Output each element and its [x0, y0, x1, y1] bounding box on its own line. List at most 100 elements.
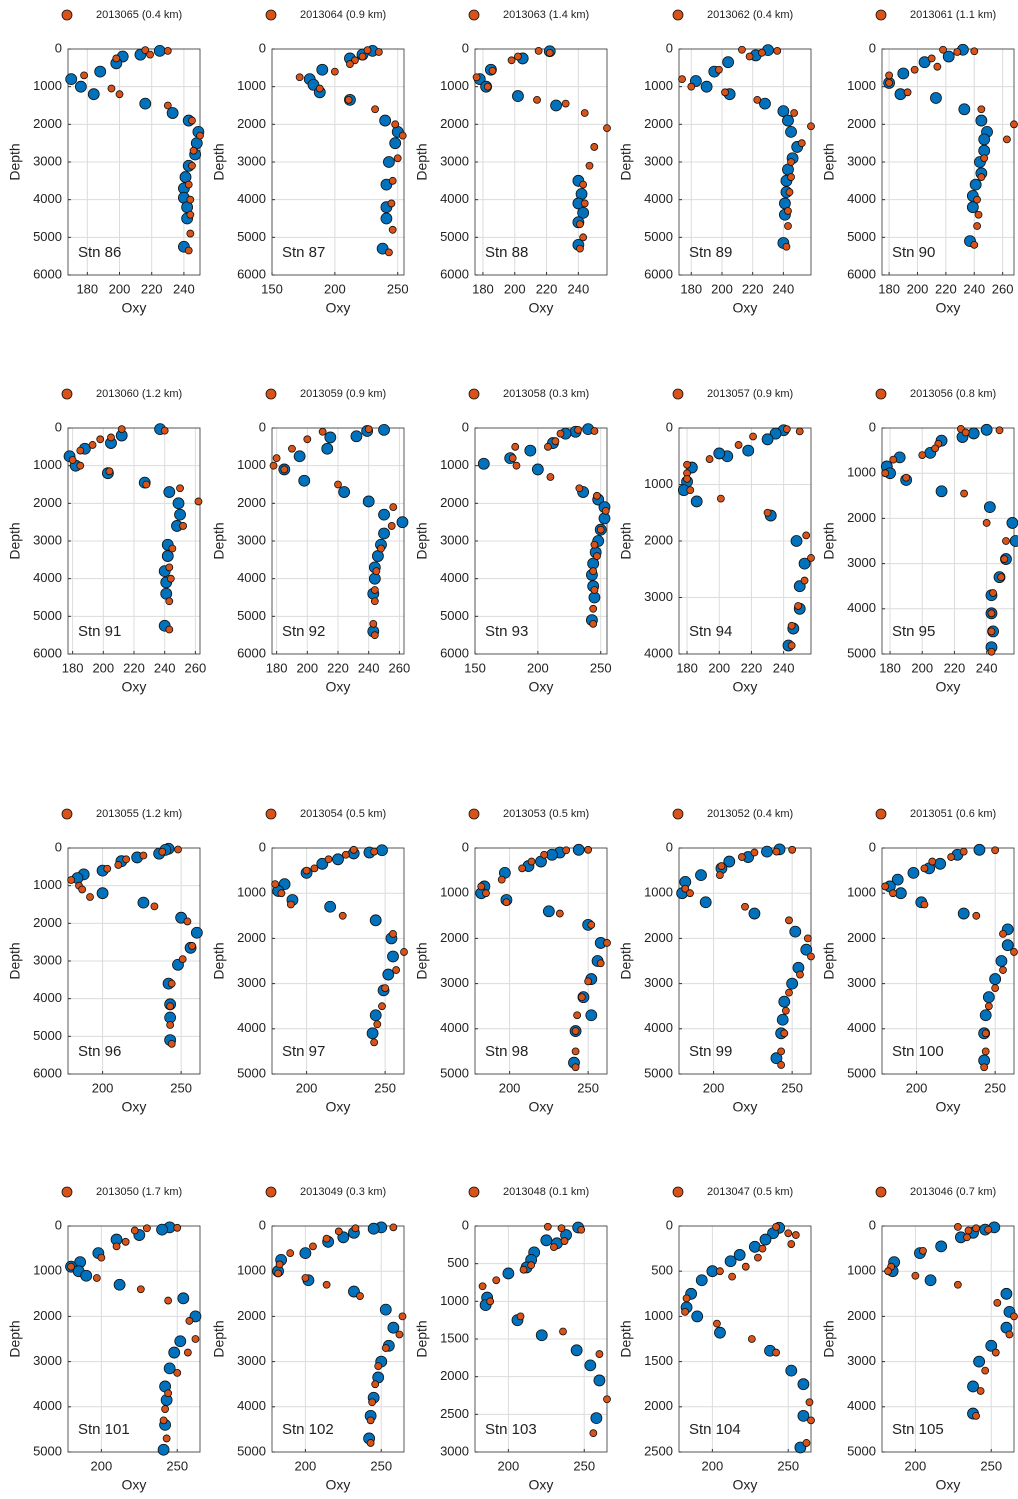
- data-point: [984, 1002, 993, 1011]
- data-point: [518, 864, 527, 873]
- y-tick-label: 2000: [847, 930, 876, 945]
- y-tick-label: 4000: [237, 1020, 266, 1035]
- data-point: [350, 430, 363, 443]
- x-axis-label: Oxy: [529, 1099, 554, 1115]
- data-point: [981, 1047, 990, 1056]
- y-tick-label: 4000: [440, 570, 469, 585]
- data-point: [540, 1234, 553, 1247]
- data-point: [772, 847, 781, 856]
- data-point: [382, 968, 395, 981]
- y-tick-label: 0: [869, 1217, 876, 1232]
- data-point: [972, 1411, 980, 1420]
- y-tick-label: 3000: [847, 1353, 876, 1368]
- legend-marker: [265, 388, 277, 400]
- data-point: [184, 246, 193, 255]
- x-axis-label: Oxy: [529, 1477, 554, 1493]
- y-tick-label: 2000: [644, 930, 673, 945]
- data-point: [989, 973, 1002, 985]
- data-point: [930, 92, 942, 104]
- data-point: [545, 48, 554, 57]
- data-point: [590, 586, 599, 594]
- station-label: Stn 91: [78, 623, 121, 640]
- y-tick-label: 3000: [847, 975, 876, 990]
- data-point: [785, 916, 793, 925]
- data-point: [387, 950, 399, 963]
- data-point: [492, 1276, 501, 1285]
- y-tick-label: 2000: [33, 1308, 62, 1323]
- x-tick-label: 250: [980, 1458, 1002, 1473]
- data-point: [542, 905, 555, 918]
- y-tick-label: 500: [447, 1255, 469, 1270]
- y-tick-label: 4000: [33, 570, 62, 585]
- data-point: [67, 1262, 75, 1271]
- data-point: [741, 902, 749, 911]
- x-tick-label: 250: [166, 1458, 188, 1473]
- y-tick-label: 4000: [644, 1020, 673, 1035]
- data-point: [695, 869, 707, 882]
- y-tick-label: 5000: [33, 1028, 62, 1043]
- data-point: [373, 1020, 382, 1029]
- y-tick-label: 0: [462, 839, 469, 854]
- data-point: [776, 1013, 789, 1026]
- data-point: [787, 641, 796, 650]
- data-point: [577, 993, 586, 1002]
- data-point: [76, 461, 85, 470]
- data-point: [507, 56, 516, 65]
- data-point: [486, 1297, 495, 1306]
- data-point: [298, 474, 311, 487]
- data-point: [715, 65, 723, 74]
- data-point: [967, 1380, 979, 1393]
- data-point: [96, 887, 109, 900]
- legend-marker: [672, 1186, 684, 1198]
- x-tick-label: 180: [680, 281, 702, 296]
- x-tick-label: 200: [703, 1080, 725, 1095]
- data-point: [186, 195, 195, 204]
- data-point: [385, 248, 393, 257]
- data-point: [788, 845, 797, 854]
- data-point: [976, 1387, 985, 1395]
- y-tick-label: 1000: [237, 1263, 266, 1278]
- y-axis-label: Depth: [7, 1320, 23, 1357]
- data-point: [546, 473, 555, 481]
- data-point: [141, 46, 150, 55]
- y-tick-label: 6000: [33, 1065, 62, 1080]
- x-axis-label: Oxy: [326, 300, 351, 316]
- data-point: [919, 1246, 927, 1255]
- station-label: Stn 97: [282, 1043, 325, 1060]
- data-point: [589, 604, 598, 613]
- data-point: [584, 1359, 597, 1372]
- y-tick-label: 0: [869, 419, 876, 434]
- data-point: [700, 80, 713, 93]
- data-point: [321, 442, 334, 455]
- data-point: [593, 491, 601, 500]
- data-point: [603, 1395, 611, 1404]
- data-point: [747, 1335, 756, 1343]
- station-label: Stn 98: [485, 1043, 528, 1060]
- x-tick-label: 200: [708, 660, 730, 675]
- y-tick-label: 0: [55, 1217, 62, 1232]
- data-point: [293, 450, 306, 463]
- data-point: [790, 535, 803, 547]
- data-point: [977, 105, 986, 114]
- data-point: [995, 426, 1004, 435]
- station-label: Stn 86: [78, 244, 121, 261]
- legend-label: 2013057 (0.9 km): [707, 388, 793, 400]
- data-point: [392, 966, 401, 974]
- x-tick-label: 200: [711, 281, 733, 296]
- y-tick-label: 2000: [847, 116, 876, 131]
- data-point: [973, 1355, 986, 1368]
- y-tick-label: 3000: [847, 153, 876, 168]
- x-tick-label: 240: [773, 281, 795, 296]
- data-point: [777, 1061, 786, 1069]
- data-point: [741, 1262, 750, 1271]
- y-tick-label: 4000: [33, 990, 62, 1005]
- data-point: [97, 1253, 106, 1262]
- data-point: [972, 1224, 980, 1233]
- y-tick-label: 3000: [847, 555, 876, 570]
- y-axis-label: Depth: [618, 942, 634, 979]
- data-point: [678, 75, 686, 84]
- data-point: [527, 857, 536, 866]
- data-point: [918, 56, 931, 69]
- data-point: [571, 1063, 580, 1072]
- data-point: [366, 1439, 375, 1447]
